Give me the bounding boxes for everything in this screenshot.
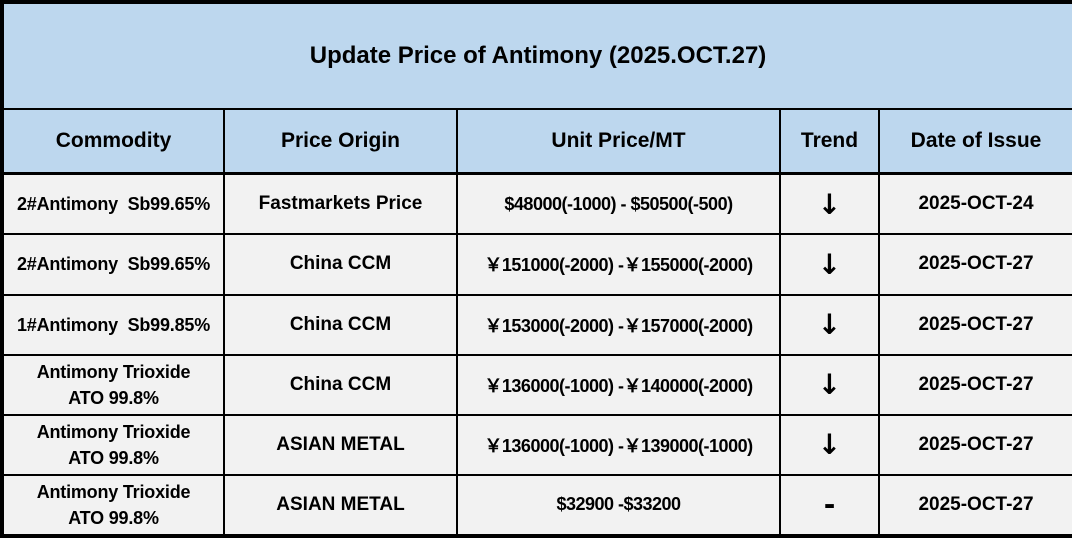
unit-price-cell: $32900 -$33200: [456, 473, 781, 538]
commodity-cell: 2#Antimony Sb99.65%: [1, 172, 225, 236]
trend-flat-dash: -: [779, 473, 880, 538]
commodity-cell: 1#Antimony Sb99.85%: [1, 293, 225, 356]
commodity-cell: 2#Antimony Sb99.65%: [1, 233, 225, 296]
price-origin-cell: ASIAN METAL: [223, 473, 458, 538]
column-header-date-of-issue: Date of Issue: [877, 108, 1072, 176]
unit-price-cell: $48000(-1000) - $50500(-500): [456, 172, 781, 236]
column-header-unit-price: Unit Price/MT: [456, 108, 781, 176]
date-of-issue-cell: 2025-OCT-27: [877, 293, 1072, 356]
table-row: 2#Antimony Sb99.65% China CCM ￥151000(-2…: [1, 233, 1072, 296]
table-header-row: Commodity Price Origin Unit Price/MT Tre…: [1, 108, 1072, 176]
commodity-cell: Antimony Trioxide ATO 99.8%: [1, 413, 225, 476]
column-header-price-origin: Price Origin: [223, 108, 458, 176]
date-of-issue-cell: 2025-OCT-27: [877, 353, 1072, 416]
price-origin-cell: China CCM: [223, 293, 458, 356]
table-row: 2#Antimony Sb99.65% Fastmarkets Price $4…: [1, 172, 1072, 236]
trend-down-arrow-icon: ↓: [779, 353, 880, 416]
date-of-issue-cell: 2025-OCT-27: [877, 413, 1072, 476]
unit-price-cell: ￥136000(-1000) -￥139000(-1000): [456, 413, 781, 476]
commodity-cell: Antimony Trioxide ATO 99.8%: [1, 473, 225, 538]
price-origin-cell: ASIAN METAL: [223, 413, 458, 476]
date-of-issue-cell: 2025-OCT-27: [877, 233, 1072, 296]
date-of-issue-cell: 2025-OCT-24: [877, 172, 1072, 236]
date-of-issue-cell: 2025-OCT-27: [877, 473, 1072, 538]
trend-down-arrow-icon: ↓: [779, 293, 880, 356]
trend-down-arrow-icon: ↓: [779, 233, 880, 296]
unit-price-cell: ￥136000(-1000) -￥140000(-2000): [456, 353, 781, 416]
page-title: Update Price of Antimony (2025.OCT.27): [0, 0, 1072, 111]
table-row: Antimony Trioxide ATO 99.8% China CCM ￥1…: [1, 353, 1072, 416]
trend-down-arrow-icon: ↓: [779, 413, 880, 476]
column-header-commodity: Commodity: [1, 108, 225, 176]
unit-price-cell: ￥151000(-2000) -￥155000(-2000): [456, 233, 781, 296]
title-row: Update Price of Antimony (2025.OCT.27): [0, 0, 1072, 111]
unit-price-cell: ￥153000(-2000) -￥157000(-2000): [456, 293, 781, 356]
price-origin-cell: China CCM: [223, 233, 458, 296]
table-row: 1#Antimony Sb99.85% China CCM ￥153000(-2…: [1, 293, 1072, 356]
trend-down-arrow-icon: ↓: [779, 172, 880, 236]
table-row: Antimony Trioxide ATO 99.8% ASIAN METAL …: [1, 413, 1072, 476]
price-origin-cell: Fastmarkets Price: [223, 172, 458, 236]
column-header-trend: Trend: [779, 108, 880, 176]
commodity-cell: Antimony Trioxide ATO 99.8%: [1, 353, 225, 416]
table-row: Antimony Trioxide ATO 99.8% ASIAN METAL …: [1, 473, 1072, 538]
price-origin-cell: China CCM: [223, 353, 458, 416]
